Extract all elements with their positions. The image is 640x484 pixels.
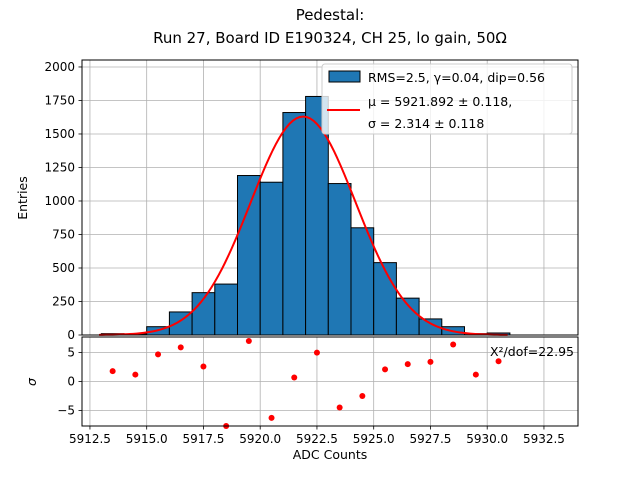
residual-dot	[495, 358, 502, 365]
x-tick-label: 5922.5	[296, 432, 338, 446]
histogram-bar	[236, 175, 261, 336]
y-tick-label: 2000	[44, 60, 75, 74]
y-axis-label-sigma: σ	[24, 377, 39, 386]
x-tick-label: 5915.0	[126, 432, 168, 446]
residual-dot	[382, 366, 389, 373]
residual-y-tick-label: 5	[67, 346, 75, 360]
residual-dot	[450, 341, 457, 348]
histogram-bar	[327, 183, 352, 336]
residual-dot	[359, 392, 366, 399]
legend-fit-label-line2: σ = 2.314 ± 0.118	[368, 116, 484, 131]
residual-axes-frame	[81, 336, 579, 427]
residual-dot	[427, 358, 434, 365]
legend-histogram-swatch	[328, 70, 361, 83]
x-axis-label: ADC Counts	[293, 447, 368, 462]
x-tick-label: 5917.5	[182, 432, 224, 446]
residual-dot	[313, 349, 320, 356]
legend-histogram-label: RMS=2.5, γ=0.04, dip=0.56	[368, 70, 545, 85]
legend-fit-label-line1: μ = 5921.892 ± 0.118,	[368, 94, 512, 109]
residual-dot	[132, 371, 139, 378]
y-tick-label: 1750	[44, 93, 75, 107]
x-tick-label: 5932.5	[523, 432, 565, 446]
tick-marks-and-labels: 5912.5 5915.0 5917.5 5920.0 5922.5 5925.0 5927…	[44, 60, 564, 446]
y-tick-label: 0	[67, 328, 75, 342]
y-tick-label: 1500	[44, 127, 75, 141]
y-axis-label-entries: Entries	[15, 176, 30, 220]
chi2-annotation: X²/dof=22.95	[490, 344, 574, 359]
histogram-bar	[214, 283, 238, 336]
residual-dot	[472, 371, 479, 378]
residual-dot	[155, 351, 162, 358]
residual-dot	[336, 404, 343, 411]
y-tick-label: 1000	[44, 194, 75, 208]
residual-dot	[404, 361, 411, 368]
y-tick-label: 750	[52, 227, 75, 241]
x-tick-label: 5920.0	[239, 432, 281, 446]
y-tick-label: 500	[52, 261, 75, 275]
legend-box	[321, 63, 573, 135]
residual-y-tick-label: −5	[57, 403, 75, 417]
chart-title-line1: Pedestal:	[296, 6, 365, 24]
residual-y-tick-label: 0	[67, 375, 75, 389]
fit-curve-line	[99, 115, 508, 336]
chart-title-line2: Run 27, Board ID E190324, CH 25, lo gain…	[153, 29, 507, 47]
residual-dot	[245, 338, 252, 345]
histogram-bar	[350, 227, 375, 336]
residual-dot	[291, 374, 298, 381]
residual-dot	[177, 344, 184, 351]
x-tick-label: 5925.0	[353, 432, 395, 446]
main-axes-frame	[81, 59, 579, 336]
x-tick-label: 5930.0	[466, 432, 508, 446]
residual-dot	[268, 414, 275, 421]
histogram-bar	[373, 262, 397, 336]
legend: RMS=2.5, γ=0.04, dip=0.56 μ = 5921.892 ±…	[321, 63, 573, 135]
x-tick-label: 5912.5	[69, 432, 111, 446]
histogram-bar	[259, 181, 284, 336]
x-tick-label: 5927.5	[409, 432, 451, 446]
residual-dot	[109, 368, 116, 375]
gaussian-fit-curve	[99, 115, 508, 336]
histogram-bar	[282, 112, 307, 336]
y-tick-label: 250	[52, 294, 75, 308]
residual-dots	[109, 338, 502, 429]
y-tick-label: 1250	[44, 160, 75, 174]
residual-dot	[200, 363, 207, 370]
